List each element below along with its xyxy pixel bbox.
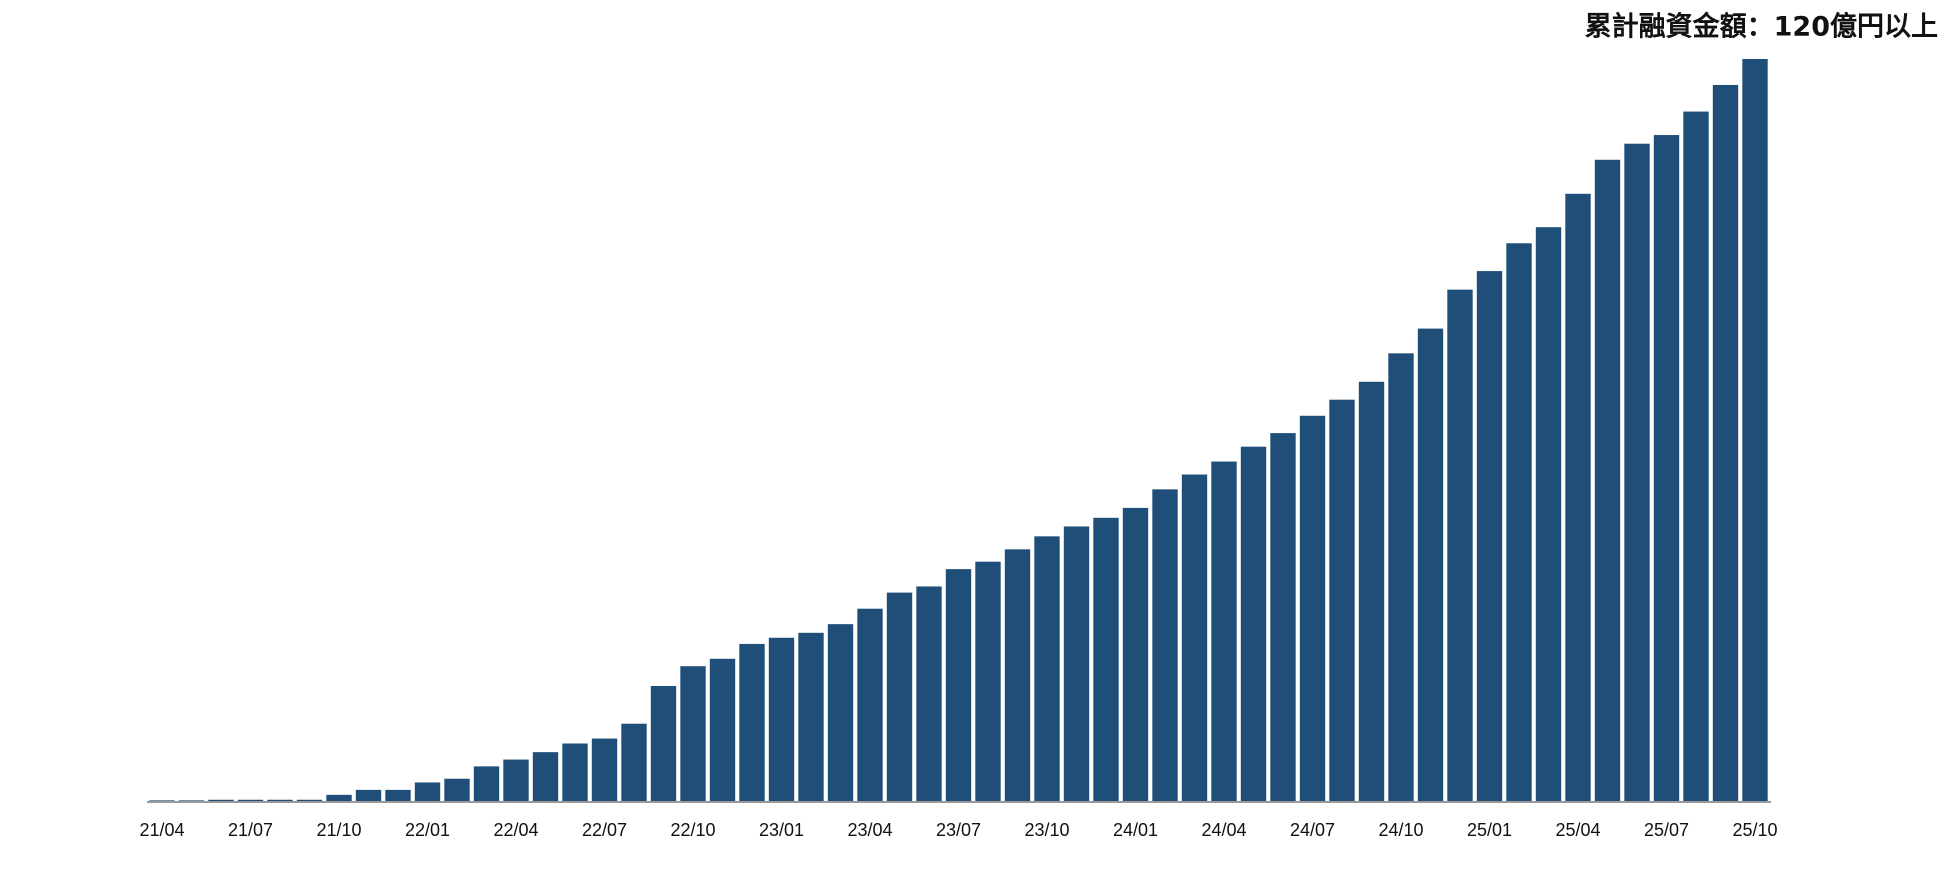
- bar: [591, 738, 618, 801]
- bar: [650, 685, 677, 801]
- bar: [621, 723, 647, 801]
- bar: [355, 789, 382, 801]
- x-tick-label: 23/10: [1024, 820, 1069, 840]
- bar: [1004, 549, 1031, 801]
- bar: [1535, 227, 1562, 802]
- bar: [326, 794, 352, 801]
- x-tick-label: 25/10: [1732, 820, 1777, 840]
- bar: [1122, 507, 1149, 801]
- bar: [296, 799, 323, 801]
- x-tick-label: 21/04: [139, 820, 184, 840]
- bar: [385, 789, 411, 801]
- bar: [1742, 59, 1768, 801]
- bar: [1624, 143, 1650, 801]
- bar: [886, 592, 913, 801]
- bar: [178, 800, 205, 801]
- bar: [1476, 271, 1503, 801]
- bar: [562, 743, 588, 801]
- bar: [1152, 489, 1178, 801]
- x-tick-label: 24/04: [1201, 820, 1246, 840]
- x-tick-label: 24/01: [1113, 820, 1158, 840]
- bar: [444, 778, 470, 801]
- bar: [739, 643, 765, 801]
- x-tick-label: 21/10: [316, 820, 361, 840]
- bar: [503, 759, 529, 801]
- chart-title: 累計融資金額：120億円以上: [1585, 11, 1938, 43]
- bar: [857, 608, 883, 801]
- x-tick-label: 25/04: [1555, 820, 1600, 840]
- bar: [1329, 399, 1355, 801]
- x-tick-label: 23/07: [936, 820, 981, 840]
- x-tick-label: 24/07: [1290, 820, 1335, 840]
- bar: [1063, 526, 1090, 801]
- bar: [1565, 193, 1591, 802]
- x-tick-label: 23/04: [847, 820, 892, 840]
- bar: [1034, 536, 1060, 801]
- bar: [709, 658, 736, 801]
- bar: [945, 569, 972, 801]
- bar: [1358, 381, 1385, 801]
- x-tick-label: 21/07: [228, 820, 273, 840]
- bar: [414, 782, 441, 801]
- bar: [1181, 474, 1208, 801]
- bar: [473, 766, 500, 801]
- bar: [1211, 461, 1237, 801]
- bar: [1388, 353, 1414, 801]
- bar: [1683, 111, 1709, 801]
- bar: [827, 624, 854, 801]
- bar: [798, 632, 824, 801]
- bar: [1417, 328, 1444, 801]
- x-tick-label: 23/01: [759, 820, 804, 840]
- x-tick-label: 22/01: [405, 820, 450, 840]
- x-tick-label: 25/07: [1644, 820, 1689, 840]
- x-tick-label: 22/07: [582, 820, 627, 840]
- bar: [1447, 289, 1473, 801]
- bar: [1594, 159, 1621, 801]
- x-tick-label: 25/01: [1467, 820, 1512, 840]
- bar: [1240, 446, 1267, 801]
- bar: [208, 799, 234, 801]
- bar: [237, 799, 264, 801]
- bar: [1093, 517, 1119, 801]
- x-tick-label: 24/10: [1378, 820, 1423, 840]
- bar: [916, 586, 942, 801]
- bar: [1270, 433, 1296, 801]
- bar: [1506, 243, 1532, 802]
- bar: [680, 666, 706, 801]
- x-tick-label: 22/04: [493, 820, 538, 840]
- bar: [267, 799, 293, 801]
- bar: [1712, 84, 1739, 802]
- bar: [1299, 415, 1326, 801]
- bar: [532, 752, 559, 801]
- bar: [975, 561, 1001, 801]
- x-tick-label: 22/10: [670, 820, 715, 840]
- bar: [149, 800, 175, 801]
- bar: [768, 637, 795, 801]
- bar: [1653, 135, 1680, 801]
